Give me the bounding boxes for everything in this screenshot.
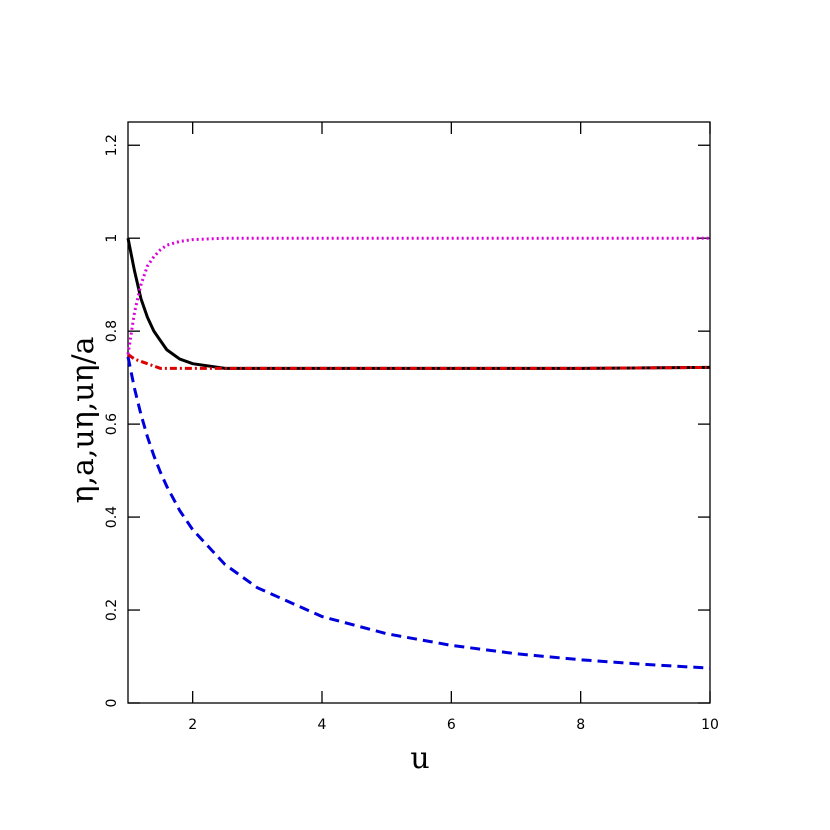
y-tick-label: 1.2 <box>104 134 120 156</box>
y-tick-label: 0.4 <box>104 506 120 528</box>
series-line <box>126 237 711 370</box>
x-axis-label: u <box>410 741 429 776</box>
x-tick-label: 4 <box>318 717 327 733</box>
y-tick-label: 0 <box>104 699 120 708</box>
x-tick-label: 8 <box>576 717 585 733</box>
series-line <box>126 356 711 670</box>
y-tick-label: 0.2 <box>104 599 120 621</box>
x-tick-label: 2 <box>188 717 197 733</box>
y-axis-label: η,a,uη,uη/a <box>66 336 101 503</box>
y-tick-label: 0.8 <box>104 320 120 342</box>
x-tick-label: 10 <box>701 717 719 733</box>
x-tick-label: 6 <box>447 717 456 733</box>
series-line <box>127 353 711 370</box>
plot-frame <box>127 121 711 704</box>
y-tick-label: 1 <box>104 234 120 243</box>
y-tick-label: 0.6 <box>104 413 120 435</box>
series-line <box>126 236 710 355</box>
